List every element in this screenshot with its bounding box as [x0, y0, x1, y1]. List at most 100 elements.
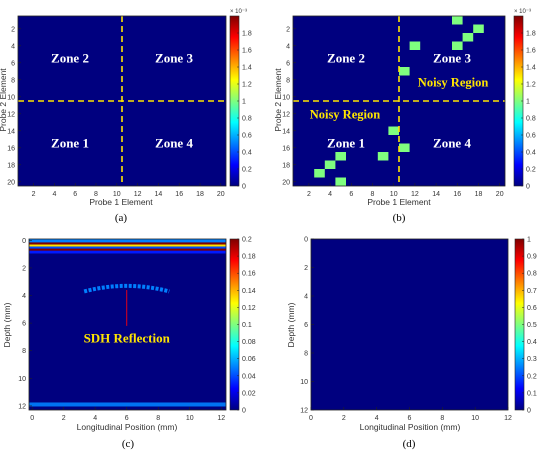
- annotation-label: Noisy Region: [418, 75, 489, 89]
- y-tick-label: 6: [286, 60, 290, 67]
- y-tick-label: 16: [7, 145, 15, 152]
- colorbar-tick-label: 0: [526, 184, 530, 191]
- surface-band: [29, 250, 226, 254]
- heat-cell: [399, 67, 410, 76]
- x-tick-label: 6: [73, 191, 77, 198]
- x-tick-label: 14: [155, 191, 163, 198]
- colorbar-tick-label: 0.4: [242, 150, 252, 157]
- x-tick-label: 16: [453, 191, 461, 198]
- colorbar-tick-label: 0.9: [527, 254, 537, 261]
- y-tick-label: 12: [7, 111, 15, 118]
- x-tick-label: 4: [93, 415, 97, 422]
- x-tick-label: 6: [125, 415, 129, 422]
- colorbar-tick-label: 0.02: [242, 390, 256, 397]
- x-tick-label: 8: [94, 191, 98, 198]
- zone-label: Zone 3: [155, 51, 193, 66]
- colorbar-tick-label: 1: [526, 99, 530, 106]
- y-tick-label: 0: [22, 238, 26, 245]
- x-tick-label: 2: [62, 415, 66, 422]
- zone-label: Zone 2: [327, 51, 365, 66]
- colorbar-tick-label: 0.1: [527, 390, 537, 397]
- surface-band: [29, 244, 226, 247]
- x-tick-label: 10: [186, 415, 194, 422]
- x-tick-label: 0: [309, 415, 313, 422]
- sdh-arc: [83, 283, 170, 294]
- colorbar-tick-label: 1.8: [242, 31, 252, 38]
- colorbar-tick-label: 1: [527, 237, 531, 244]
- y-tick-label: 14: [7, 128, 15, 135]
- zone-label: Zone 1: [327, 136, 365, 151]
- x-tick-label: 2: [342, 415, 346, 422]
- colorbar-tick-label: 1: [242, 99, 246, 106]
- x-tick-label: 4: [375, 415, 379, 422]
- axes-frame: [28, 238, 227, 411]
- colorbar-tick-label: 1.6: [242, 48, 252, 55]
- x-tick-label: 2: [307, 191, 311, 198]
- zone-label: Zone 1: [51, 136, 89, 151]
- colorbar: 0 0.02 0.04 0.06 0.08 0.1 0.12 0.14 0.16 0.18 0.2: [229, 237, 256, 415]
- y-tick-label: 0: [304, 237, 308, 244]
- x-tick-label: 6: [349, 191, 353, 198]
- colorbar-tick-label: 1.4: [242, 65, 252, 72]
- colorbar-tick-label: 0.2: [526, 167, 536, 174]
- colorbar-tick-label: 0.14: [242, 288, 256, 295]
- colorbar-tick-label: 1.6: [526, 48, 536, 55]
- x-tick-label: 18: [475, 191, 483, 198]
- y-axis-label: Depth (mm): [2, 302, 12, 347]
- y-tick-label: 10: [300, 379, 308, 386]
- x-tick-label: 4: [52, 191, 56, 198]
- y-tick-label: 4: [11, 43, 15, 50]
- colorbar-tick-label: 0.8: [527, 271, 537, 278]
- zone-label: Zone 4: [155, 136, 193, 151]
- panel-caption: (c): [122, 438, 135, 450]
- colorbar-tick-label: 0.16: [242, 271, 256, 278]
- heat-cell: [335, 177, 346, 186]
- heat-cell: [473, 24, 484, 33]
- heat-cell: [388, 126, 399, 135]
- x-tick-label: 2: [32, 191, 36, 198]
- y-tick-label: 4: [304, 294, 308, 301]
- y-tick-label: 12: [18, 403, 26, 410]
- x-tick-label: 10: [390, 191, 398, 198]
- colorbar-tick-label: 1.2: [526, 82, 536, 89]
- x-tick-label: 18: [196, 191, 204, 198]
- x-axis-label: Probe 1 Element: [89, 197, 153, 207]
- y-tick-label: 8: [286, 77, 290, 84]
- y-tick-label: 8: [304, 351, 308, 358]
- y-tick-label: 16: [282, 145, 290, 152]
- axes-frame: [292, 15, 506, 187]
- panel-caption: (d): [403, 438, 416, 450]
- annotation-label: SDH Reflection: [84, 330, 171, 345]
- colorbar-tick-label: 0.6: [527, 305, 537, 312]
- colorbar-tick-label: 0.7: [527, 288, 537, 295]
- colorbar-multiplier: × 10⁻³: [514, 9, 531, 15]
- surface-band: [29, 239, 226, 243]
- y-tick-label: 2: [286, 26, 290, 33]
- zone-label: Zone 2: [51, 51, 89, 66]
- colorbar-tick-label: 0.4: [527, 339, 537, 346]
- heat-cell: [335, 152, 346, 161]
- colorbar-tick-label: 0.3: [527, 356, 537, 363]
- x-tick-label: 12: [134, 191, 142, 198]
- plot-background: [29, 239, 226, 410]
- y-axis-label: Probe 2 Element: [0, 68, 8, 132]
- x-tick-label: 8: [371, 191, 375, 198]
- colorbar: 0 0.2 0.4 0.6 0.8 1 1.2 1.4 1.6 1.8 × 10⁻³: [513, 9, 536, 191]
- colorbar-multiplier: × 10⁻³: [230, 9, 247, 15]
- x-tick-label: 10: [113, 191, 121, 198]
- x-axis-label: Longitudinal Position (mm): [77, 422, 178, 432]
- plot-background: [311, 239, 508, 410]
- panel-caption: (b): [393, 212, 406, 224]
- y-tick-label: 8: [11, 77, 15, 84]
- y-tick-label: 18: [7, 162, 15, 169]
- x-tick-label: 6: [408, 415, 412, 422]
- y-tick-label: 12: [300, 408, 308, 415]
- colorbar-tick-label: 0.8: [242, 116, 252, 123]
- colorbar-tick-label: 0.6: [526, 133, 536, 140]
- x-tick-label: 12: [504, 415, 512, 422]
- x-tick-label: 10: [471, 415, 479, 422]
- heat-cell: [377, 152, 389, 161]
- colorbar-tick-label: 1.2: [242, 82, 252, 89]
- heat-cell: [462, 33, 474, 42]
- y-tick-label: 2: [304, 265, 308, 272]
